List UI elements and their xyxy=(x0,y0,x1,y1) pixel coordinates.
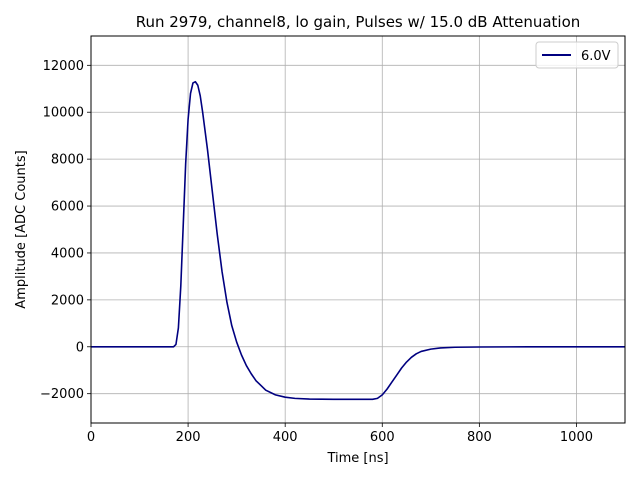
y-tick-label: 6000 xyxy=(51,200,84,215)
plot-frame xyxy=(90,35,626,424)
x-tick-label: 800 xyxy=(467,430,492,445)
x-tick-label: 200 xyxy=(176,430,201,445)
x-tick-label: 600 xyxy=(370,430,395,445)
series-line-6.0V xyxy=(91,80,625,401)
y-tick-label: 8000 xyxy=(51,153,84,168)
y-tick-label: −2000 xyxy=(40,387,84,402)
x-tick-label: 1000 xyxy=(560,430,593,445)
y-tick-label: 0 xyxy=(76,340,84,355)
legend: 6.0V xyxy=(535,41,619,69)
y-tick-label: 10000 xyxy=(43,106,84,121)
y-tick-label: 4000 xyxy=(51,246,84,261)
y-axis-label: Amplitude [ADC Counts] xyxy=(14,150,29,308)
legend-box xyxy=(535,41,619,69)
tick-layer: 0 200 400 600 800 1000 −2000 0 2000 4000 6000 8000 1… xyxy=(40,59,593,445)
chart-title: Run 2979, channel8, lo gain, Pulses w/ 1… xyxy=(136,13,581,31)
y-tick-label: 12000 xyxy=(43,59,84,74)
x-tick-label: 400 xyxy=(273,430,298,445)
x-axis-label: Time [ns] xyxy=(326,451,388,466)
series-layer xyxy=(91,80,625,401)
x-tick-label: 0 xyxy=(87,430,95,445)
y-tick-label: 2000 xyxy=(51,293,84,308)
legend-entry-label: 6.0V xyxy=(581,49,611,64)
